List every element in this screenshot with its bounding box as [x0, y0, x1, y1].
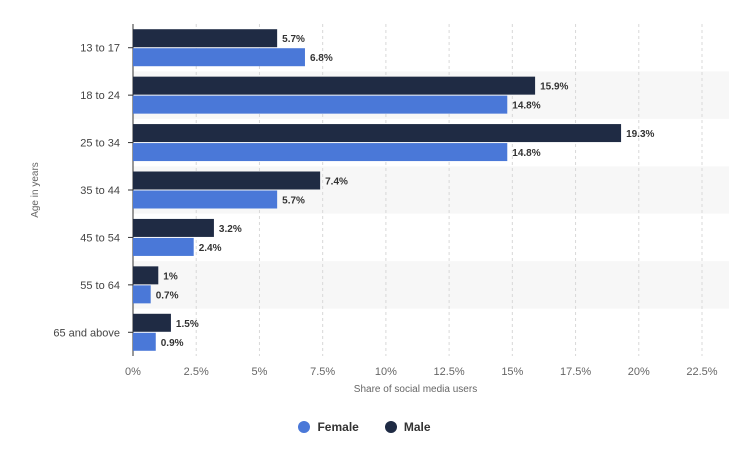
- band-background: [133, 261, 729, 309]
- legend-swatch-female: [298, 421, 311, 433]
- data-label: 19.3%: [626, 129, 654, 140]
- x-axis-title: Share of social media users: [354, 384, 477, 395]
- bar-female: [133, 95, 508, 114]
- bar-male: [133, 124, 622, 143]
- legend-swatch-male: [384, 421, 397, 433]
- category-label: 25 to 34: [80, 138, 120, 150]
- legend-item-male[interactable]: Male: [384, 420, 431, 434]
- legend-label-female: Female: [317, 420, 359, 434]
- bar-male: [133, 29, 278, 48]
- data-label: 2.4%: [199, 243, 222, 254]
- bar-male: [133, 171, 321, 190]
- bar-female: [133, 237, 194, 256]
- legend-item-female[interactable]: Female: [298, 420, 359, 434]
- bar-male: [133, 313, 171, 332]
- x-tick-label: 12.5%: [434, 366, 465, 378]
- x-tick-label: 2.5%: [184, 366, 209, 378]
- category-label: 65 and above: [53, 327, 120, 339]
- x-tick-label: 5%: [251, 366, 267, 378]
- category-label: 13 to 17: [80, 43, 120, 55]
- bar-female: [133, 48, 305, 67]
- data-label: 3.2%: [219, 224, 242, 235]
- category-label: 18 to 24: [80, 90, 120, 102]
- y-axis-title: Age in years: [30, 162, 41, 218]
- data-label: 7.4%: [325, 177, 348, 188]
- data-label: 0.9%: [161, 338, 184, 349]
- x-tick-label: 17.5%: [560, 366, 591, 378]
- x-tick-label: 7.5%: [310, 366, 335, 378]
- data-label: 1.5%: [176, 319, 199, 330]
- category-label: 35 to 44: [80, 185, 120, 197]
- bar-male: [133, 76, 536, 95]
- data-label: 5.7%: [282, 196, 305, 207]
- data-label: 0.7%: [156, 290, 179, 301]
- x-tick-label: 22.5%: [686, 366, 717, 378]
- bar-female: [133, 190, 278, 209]
- bar-male: [133, 218, 214, 237]
- legend: Female Male: [0, 420, 729, 434]
- x-tick-label: 15%: [501, 366, 523, 378]
- bar-female: [133, 143, 508, 162]
- bar-female: [133, 332, 156, 351]
- data-label: 5.7%: [282, 34, 305, 45]
- category-label: 55 to 64: [80, 280, 120, 292]
- x-tick-label: 10%: [375, 366, 397, 378]
- data-label: 14.8%: [512, 101, 540, 112]
- data-label: 1%: [163, 271, 178, 282]
- bar-female: [133, 285, 151, 304]
- bar-male: [133, 266, 159, 285]
- x-tick-label: 0%: [125, 366, 141, 378]
- data-label: 14.8%: [512, 148, 540, 159]
- x-tick-label: 20%: [628, 366, 650, 378]
- data-label: 6.8%: [310, 53, 333, 64]
- category-label: 45 to 54: [80, 232, 120, 244]
- data-label: 15.9%: [540, 82, 568, 93]
- legend-label-male: Male: [403, 420, 431, 434]
